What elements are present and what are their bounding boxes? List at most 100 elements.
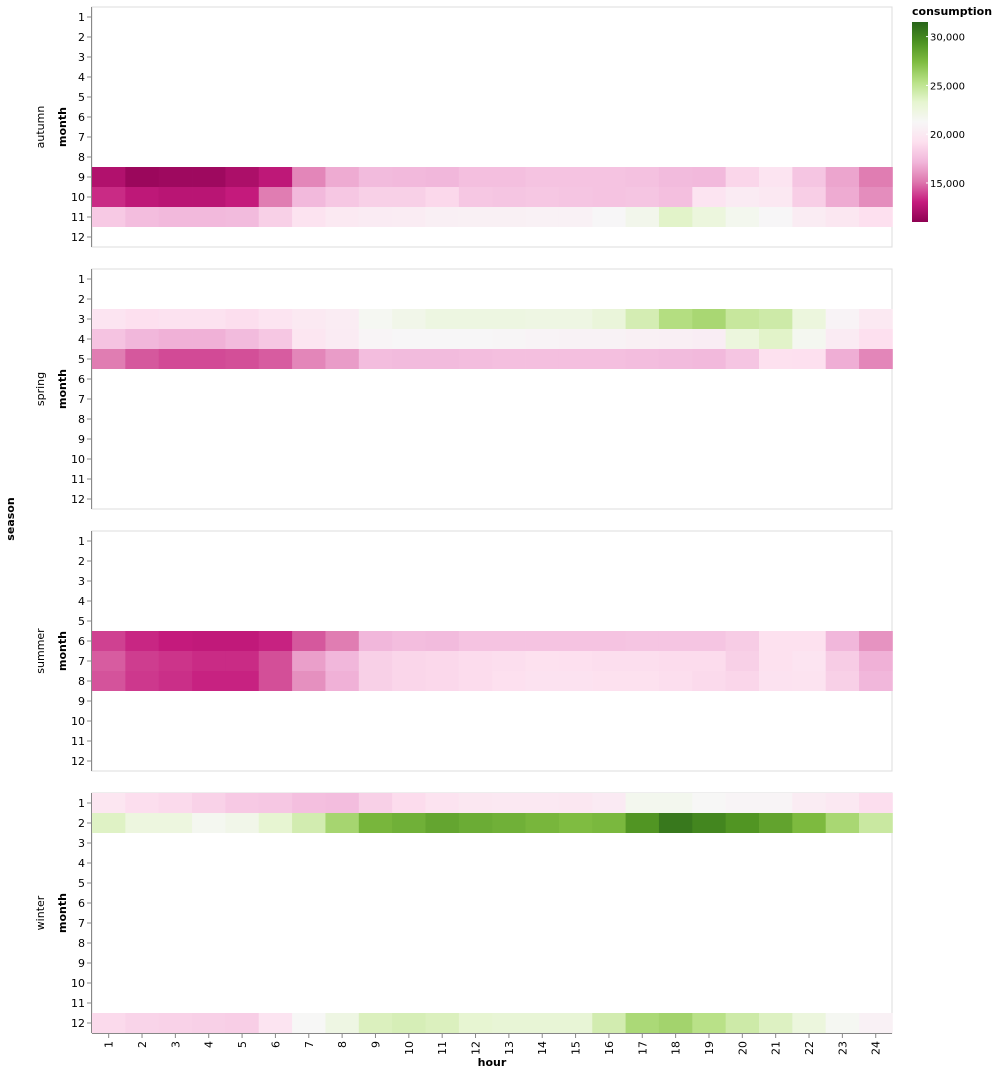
x-tick-label: 3 (169, 1041, 182, 1048)
heatmap-cell (658, 187, 693, 207)
y-tick-label: 1 (78, 11, 85, 24)
heatmap-cell (825, 1013, 860, 1033)
heatmap-cell (458, 1013, 493, 1033)
y-tick-label: 12 (71, 755, 85, 768)
heatmap-cell (759, 651, 793, 671)
heatmap-cell (92, 329, 126, 349)
heatmap-cell (158, 207, 193, 227)
y-tick-label: 2 (78, 817, 85, 830)
heatmap-cell (558, 1013, 593, 1033)
heatmap-cell (292, 671, 326, 691)
heatmap-cell (292, 349, 326, 369)
heatmap-cell (859, 1013, 893, 1033)
heatmap-cell (325, 793, 360, 813)
y-tick-label: 8 (78, 151, 85, 164)
heatmap-cell (92, 671, 126, 691)
heatmap-cell (292, 813, 326, 833)
heatmap-cell (192, 631, 226, 651)
heatmap-cell (225, 349, 260, 369)
heatmap-cell (692, 813, 727, 833)
heatmap-cell (558, 187, 593, 207)
heatmap-cell (825, 793, 860, 813)
heatmap-cell (325, 329, 360, 349)
heatmap-cell (792, 167, 827, 187)
heatmap-cell (859, 793, 893, 813)
heatmap-cell (225, 167, 260, 187)
heatmap-cell (192, 349, 226, 369)
heatmap-cell (792, 329, 827, 349)
heatmap-cell (92, 207, 126, 227)
x-tick-label: 16 (603, 1041, 616, 1055)
heatmap-cell (125, 187, 160, 207)
heatmap-cell (225, 309, 260, 329)
heatmap-cell (525, 631, 560, 651)
y-tick-label: 11 (71, 473, 85, 486)
heatmap-cell (792, 813, 827, 833)
y-tick-label: 3 (78, 51, 85, 64)
heatmap-cell (392, 207, 426, 227)
heatmap-cell (525, 651, 560, 671)
heatmap-cell (825, 631, 860, 651)
heatmap-cell (492, 651, 526, 671)
heatmap-cell (525, 309, 560, 329)
heatmap-cell (158, 187, 193, 207)
heatmap-cell (692, 207, 727, 227)
x-tick-label: 24 (870, 1041, 883, 1055)
heatmap-cell (225, 207, 260, 227)
y-tick-label: 6 (78, 111, 85, 124)
heatmap-cell (558, 309, 593, 329)
heatmap-cell (759, 671, 793, 691)
facet-axis-title: season (4, 497, 17, 540)
heatmap-cell (92, 651, 126, 671)
y-tick-label: 1 (78, 797, 85, 810)
heatmap-cell (125, 207, 160, 227)
heatmap-cell (325, 349, 360, 369)
heatmap-cell (392, 329, 426, 349)
x-tick-label: 14 (536, 1041, 549, 1055)
y-tick-label: 4 (78, 71, 85, 84)
heatmap-cell (625, 329, 660, 349)
heatmap-cell (392, 1013, 426, 1033)
y-tick-label: 12 (71, 231, 85, 244)
heatmap-cell (825, 167, 860, 187)
heatmap-cell (592, 167, 626, 187)
heatmap-cell (458, 631, 493, 651)
heatmap-cell (158, 813, 193, 833)
heatmap-cell (625, 309, 660, 329)
y-tick-label: 9 (78, 957, 85, 970)
heatmap-cell (192, 813, 226, 833)
y-tick-label: 6 (78, 373, 85, 386)
heatmap-cell (558, 671, 593, 691)
heatmap-cell (558, 793, 593, 813)
heatmap-cell (325, 167, 360, 187)
heatmap-cell (458, 651, 493, 671)
y-tick-label: 5 (78, 91, 85, 104)
heatmap-cell (692, 671, 727, 691)
heatmap-cell (225, 813, 260, 833)
heatmap-cell (425, 167, 460, 187)
heatmap-cell (558, 167, 593, 187)
heatmap-cell (692, 167, 727, 187)
y-tick-label: 8 (78, 675, 85, 688)
heatmap-cell (825, 671, 860, 691)
heatmap-cell (625, 671, 660, 691)
heatmap-cell (592, 813, 626, 833)
heatmap-cell (692, 1013, 727, 1033)
heatmap-cell (458, 309, 493, 329)
heatmap-cell (125, 671, 160, 691)
legend-tick-label: 30,000 (930, 33, 965, 44)
y-axis-title: month (56, 369, 69, 409)
heatmap-cell (759, 329, 793, 349)
heatmap-cell (558, 651, 593, 671)
heatmap-cell (425, 309, 460, 329)
heatmap-cell (258, 651, 293, 671)
heatmap-cell (525, 207, 560, 227)
heatmap-cell (492, 671, 526, 691)
x-tick-label: 15 (570, 1041, 583, 1055)
y-tick-label: 4 (78, 857, 85, 870)
x-tick-label: 5 (236, 1041, 249, 1048)
heatmap-cell (325, 207, 360, 227)
heatmap-cell (225, 671, 260, 691)
heatmap-cell (625, 207, 660, 227)
